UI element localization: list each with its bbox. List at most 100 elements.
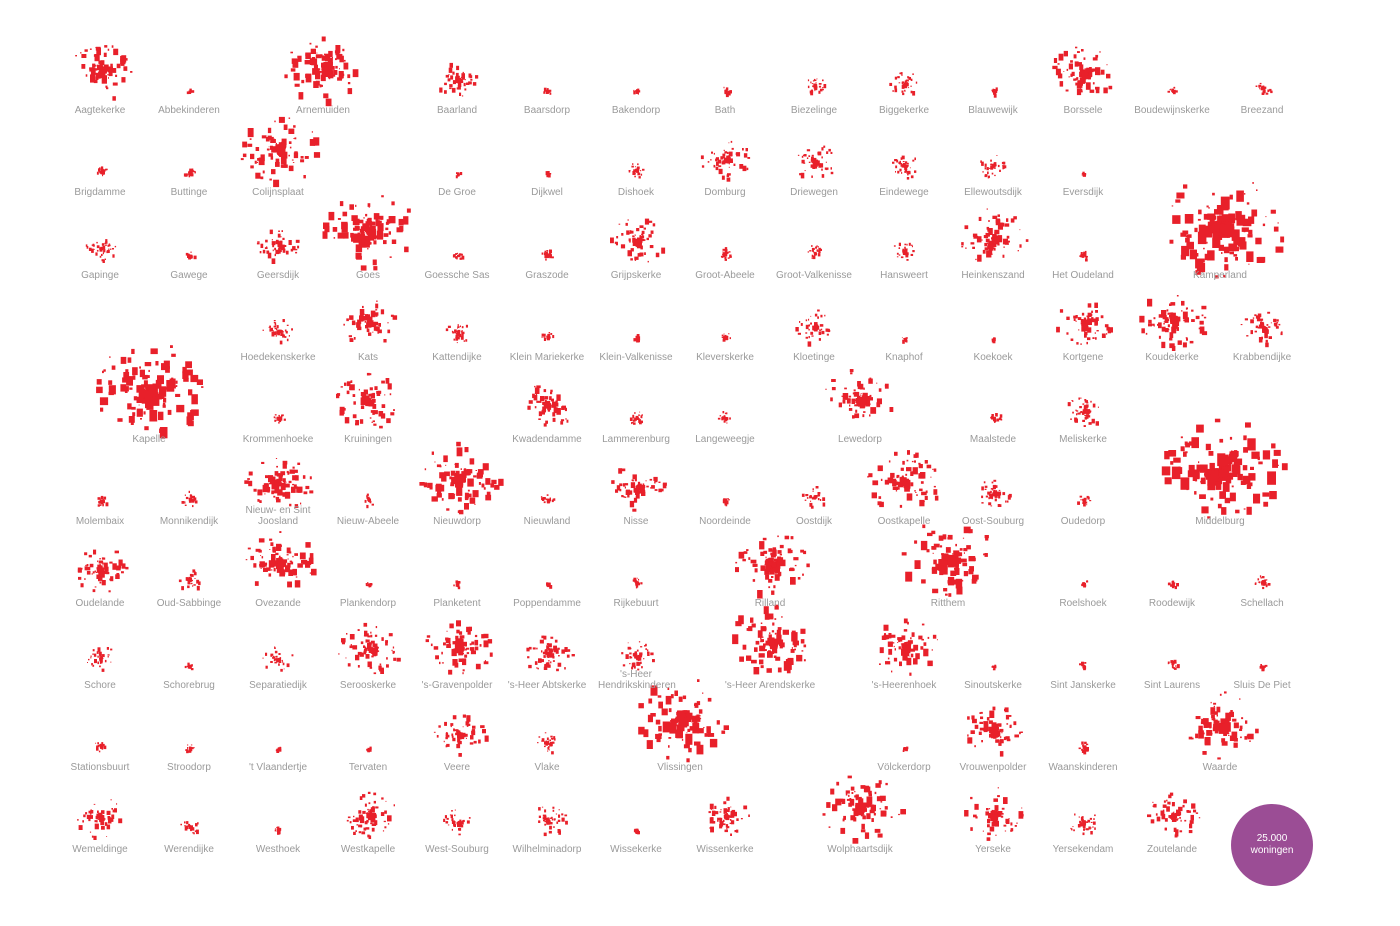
footprint-patch: [364, 228, 370, 232]
footprint-patch: [353, 401, 356, 405]
footprint-patch: [193, 584, 196, 586]
footprint-patch: [1087, 415, 1091, 418]
footprint-patch: [95, 252, 98, 256]
footprint-patch: [904, 161, 908, 164]
footprint-patch: [242, 153, 247, 158]
footprint-patch: [1221, 247, 1224, 249]
footprint-patch: [325, 98, 332, 107]
footprint-patch: [439, 661, 441, 665]
footprint: [1167, 580, 1179, 590]
footprint-patch: [158, 411, 164, 421]
footprint-patch: [445, 74, 449, 78]
footprint-patch: [902, 338, 904, 340]
footprint-patch: [101, 169, 105, 172]
footprint-patch: [819, 249, 821, 251]
footprint-patch: [615, 489, 619, 493]
footprint-patch: [455, 76, 459, 81]
footprint-patch: [854, 399, 857, 402]
footprint-patch: [1239, 241, 1247, 250]
footprint-patch: [1258, 581, 1261, 584]
footprint-patch: [888, 460, 891, 463]
footprint-patch: [1174, 585, 1177, 590]
footprint-patch: [910, 653, 914, 658]
footprint-patch: [344, 382, 347, 386]
footprint-patch: [999, 414, 1003, 418]
footprint-patch: [1171, 205, 1174, 207]
footprint-patch: [743, 551, 748, 554]
footprint-patch: [646, 237, 649, 241]
footprint-patch: [357, 326, 362, 331]
footprint-patch: [991, 481, 994, 484]
footprint-patch: [311, 568, 317, 576]
footprint-patch: [720, 156, 724, 160]
footprint-patch: [995, 235, 999, 240]
footprint: [892, 155, 917, 180]
footprint-patch: [369, 387, 373, 391]
footprint-patch: [447, 78, 451, 82]
footprint-patch: [912, 250, 915, 253]
footprint-patch: [726, 422, 728, 424]
footprint-patch: [854, 404, 858, 407]
footprint-patch: [171, 353, 176, 357]
footprint-patch: [189, 573, 193, 577]
footprint-patch: [538, 411, 542, 417]
footprint-patch: [270, 542, 274, 546]
footprint-patch: [287, 562, 291, 568]
footprint-patch: [528, 400, 533, 404]
footprint-patch: [248, 480, 253, 487]
footprint-patch: [770, 562, 773, 565]
footprint-patch: [93, 248, 95, 250]
footprint-patch: [638, 582, 640, 584]
footprint-patch: [321, 62, 325, 66]
footprint-patch: [457, 255, 461, 258]
footprint-patch: [993, 416, 995, 419]
footprint-patch: [468, 626, 472, 632]
footprint-patch: [898, 242, 901, 247]
footprint-patch: [1225, 476, 1232, 484]
footprint-patch: [556, 408, 561, 415]
footprint-patch: [100, 407, 104, 412]
footprint-patch: [287, 558, 289, 560]
footprint-patch: [818, 85, 822, 88]
footprint-patch: [1261, 92, 1265, 95]
footprint-patch: [884, 633, 886, 637]
footprint-patch: [961, 580, 964, 582]
footprint-patch: [538, 400, 542, 403]
footprint-patch: [376, 300, 378, 302]
footprint-patch: [333, 237, 336, 239]
footprint-patch: [106, 251, 109, 254]
footprint-patch: [637, 662, 641, 666]
footprint-patch: [641, 491, 646, 496]
footprint-patch: [1004, 223, 1010, 227]
footprint-patch: [1207, 213, 1216, 220]
footprint: [981, 479, 1012, 507]
footprint-patch: [1233, 239, 1239, 246]
footprint-patch: [533, 395, 538, 401]
footprint-patch: [812, 80, 815, 82]
footprint-patch: [188, 175, 191, 178]
footprint-patch: [536, 647, 538, 650]
footprint-patch: [913, 658, 918, 665]
footprint-patch: [546, 90, 549, 92]
footprint-patch: [911, 245, 913, 248]
footprint-patch: [276, 325, 279, 329]
footprint-patch: [1248, 229, 1253, 235]
footprint-patch: [538, 658, 542, 663]
footprint-patch: [906, 641, 909, 644]
footprint-patch: [1081, 173, 1084, 175]
footprint-patch: [264, 490, 266, 492]
footprint-patch: [282, 319, 285, 323]
footprint-patch: [1221, 200, 1229, 211]
footprint-patch: [373, 221, 374, 223]
footprint-patch: [188, 389, 193, 396]
footprint-patch: [827, 330, 831, 332]
footprint-patch: [190, 374, 199, 383]
footprint-patch: [547, 253, 551, 257]
footprint-patch: [1091, 418, 1095, 424]
footprint-patch: [187, 580, 191, 585]
footprint-patch: [1174, 90, 1177, 92]
footprint-patch: [1073, 315, 1077, 319]
footprint-patch: [1252, 182, 1254, 184]
footprint-patch: [145, 396, 153, 409]
footprint-patch: [459, 635, 465, 639]
